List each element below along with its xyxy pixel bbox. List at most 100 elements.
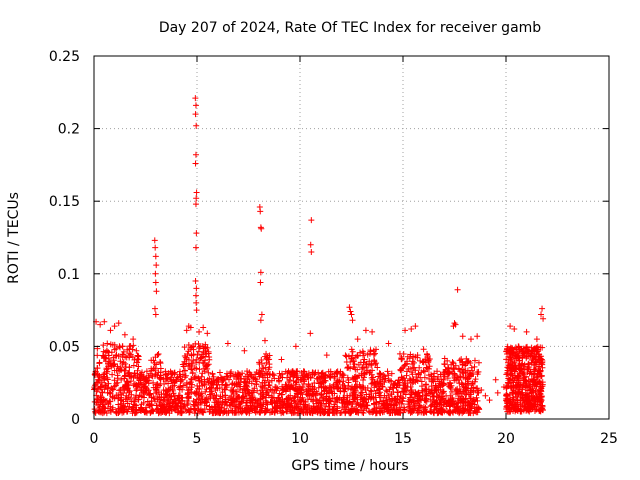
data-point	[504, 345, 511, 352]
data-point	[468, 385, 475, 392]
data-point	[362, 360, 369, 367]
data-point	[536, 407, 543, 414]
data-point	[402, 327, 409, 334]
data-point	[466, 407, 473, 414]
y-tick-label: 0.2	[58, 122, 80, 138]
data-point	[163, 375, 170, 382]
data-point	[152, 270, 159, 277]
x-tick-label: 15	[394, 431, 412, 447]
data-point	[121, 331, 128, 338]
data-point	[345, 385, 352, 392]
data-point	[407, 394, 414, 401]
data-point	[309, 369, 316, 376]
data-point	[174, 409, 181, 416]
data-point	[236, 401, 243, 408]
data-point	[441, 360, 448, 367]
data-point	[179, 397, 186, 404]
data-point	[230, 373, 237, 380]
data-point	[168, 378, 175, 385]
data-point	[192, 373, 199, 380]
data-point	[116, 343, 123, 350]
data-point	[247, 402, 254, 409]
data-point	[395, 377, 402, 384]
data-point	[374, 378, 381, 385]
data-point	[244, 368, 251, 375]
data-point	[404, 384, 411, 391]
data-point	[138, 387, 145, 394]
data-point	[515, 362, 522, 369]
data-point	[287, 402, 294, 409]
data-point	[494, 389, 501, 396]
data-point	[341, 383, 348, 390]
data-point	[124, 387, 131, 394]
data-point	[197, 399, 204, 406]
data-point	[376, 392, 383, 399]
data-point	[203, 361, 210, 368]
data-point	[437, 384, 444, 391]
data-point	[242, 373, 249, 380]
data-point	[154, 406, 161, 413]
data-point	[387, 409, 394, 416]
data-point	[456, 410, 463, 417]
data-point	[101, 386, 108, 393]
data-point	[351, 385, 358, 392]
data-point	[237, 375, 244, 382]
data-point	[514, 353, 521, 360]
data-point	[224, 340, 231, 347]
data-point	[258, 311, 265, 318]
data-point	[445, 369, 452, 376]
data-point	[538, 372, 545, 379]
data-point	[339, 372, 346, 379]
data-point	[462, 362, 469, 369]
data-point	[388, 406, 395, 413]
data-point	[122, 367, 129, 374]
data-point	[197, 355, 204, 362]
data-point	[116, 387, 123, 394]
data-point	[272, 383, 279, 390]
data-point	[529, 356, 536, 363]
data-point	[206, 403, 213, 410]
data-point	[206, 391, 213, 398]
data-point	[511, 374, 518, 381]
data-point	[386, 386, 393, 393]
data-point	[398, 355, 405, 362]
data-point	[183, 381, 190, 388]
data-point	[452, 321, 459, 328]
data-point	[533, 374, 540, 381]
data-point	[117, 358, 124, 365]
data-point	[359, 364, 366, 371]
data-point	[94, 352, 101, 359]
data-point	[537, 367, 544, 374]
data-point	[340, 394, 347, 401]
data-point	[299, 372, 306, 379]
data-point	[171, 393, 178, 400]
data-point	[520, 370, 527, 377]
data-point	[211, 393, 218, 400]
data-point	[536, 368, 543, 375]
data-point	[285, 383, 292, 390]
data-point	[210, 373, 217, 380]
data-point	[397, 366, 404, 373]
data-point	[98, 394, 105, 401]
data-point	[515, 390, 522, 397]
data-point	[408, 388, 415, 395]
data-point	[349, 391, 356, 398]
data-point	[184, 351, 191, 358]
gridlines	[94, 56, 609, 419]
data-point	[244, 399, 251, 406]
data-point	[349, 317, 356, 324]
data-point	[311, 390, 318, 397]
data-point	[367, 369, 374, 376]
data-point	[450, 365, 457, 372]
data-point	[393, 406, 400, 413]
data-point	[351, 394, 358, 401]
data-point	[193, 299, 200, 306]
data-point	[441, 355, 448, 362]
data-point	[517, 365, 524, 372]
data-point	[146, 391, 153, 398]
data-point	[274, 402, 281, 409]
data-point	[276, 370, 283, 377]
data-point	[311, 379, 318, 386]
data-point	[122, 363, 129, 370]
data-point	[340, 378, 347, 385]
